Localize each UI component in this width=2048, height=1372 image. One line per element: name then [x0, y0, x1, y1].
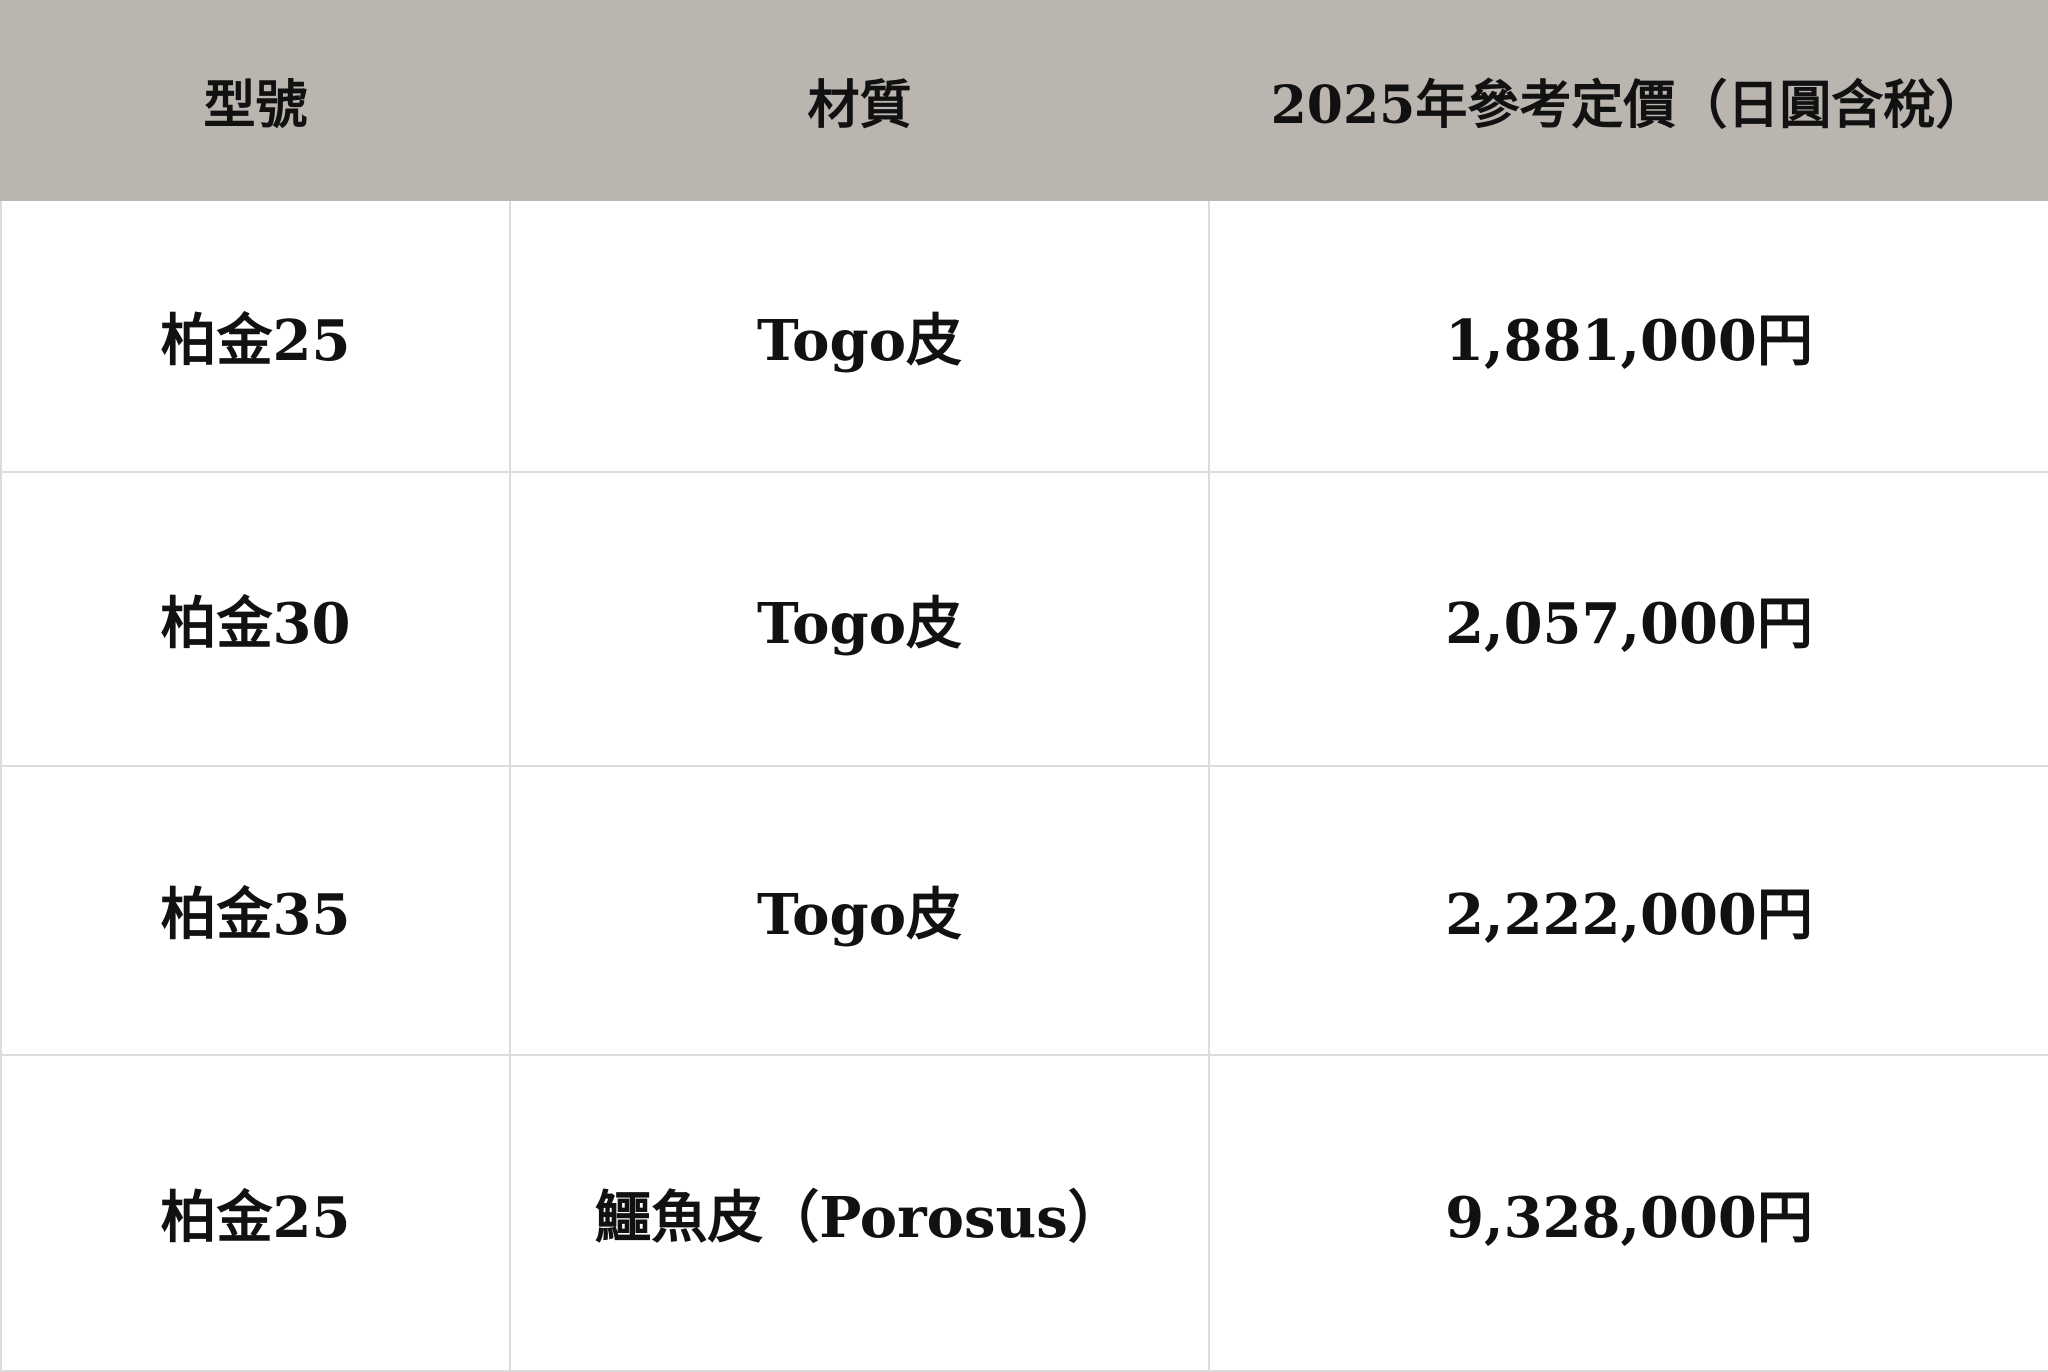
cell-model: 柏金35	[0, 765, 511, 1056]
cell-price: 2,222,000円	[1208, 765, 2048, 1056]
cell-price: 1,881,000円	[1208, 199, 2048, 473]
table-row: 柏金25 鱷魚皮（Porosus） 9,328,000円	[0, 1054, 2048, 1372]
cell-model: 柏金30	[0, 471, 511, 767]
cell-price: 9,328,000円	[1208, 1054, 2048, 1372]
cell-material: 鱷魚皮（Porosus）	[509, 1054, 1210, 1372]
header-row: 型號 材質 2025年參考定價（日圓含稅）	[0, 0, 2048, 201]
cell-material: Togo皮	[509, 765, 1210, 1056]
cell-model: 柏金25	[0, 1054, 511, 1372]
cell-material: Togo皮	[509, 199, 1210, 473]
table-row: 柏金35 Togo皮 2,222,000円	[0, 765, 2048, 1056]
header-price: 2025年參考定價（日圓含稅）	[1208, 0, 2048, 201]
table-row: 柏金25 Togo皮 1,881,000円	[0, 199, 2048, 473]
table-row: 柏金30 Togo皮 2,057,000円	[0, 471, 2048, 767]
cell-material: Togo皮	[509, 471, 1210, 767]
header-material: 材質	[509, 0, 1210, 201]
header-model: 型號	[0, 0, 511, 201]
cell-model: 柏金25	[0, 199, 511, 473]
cell-price: 2,057,000円	[1208, 471, 2048, 767]
